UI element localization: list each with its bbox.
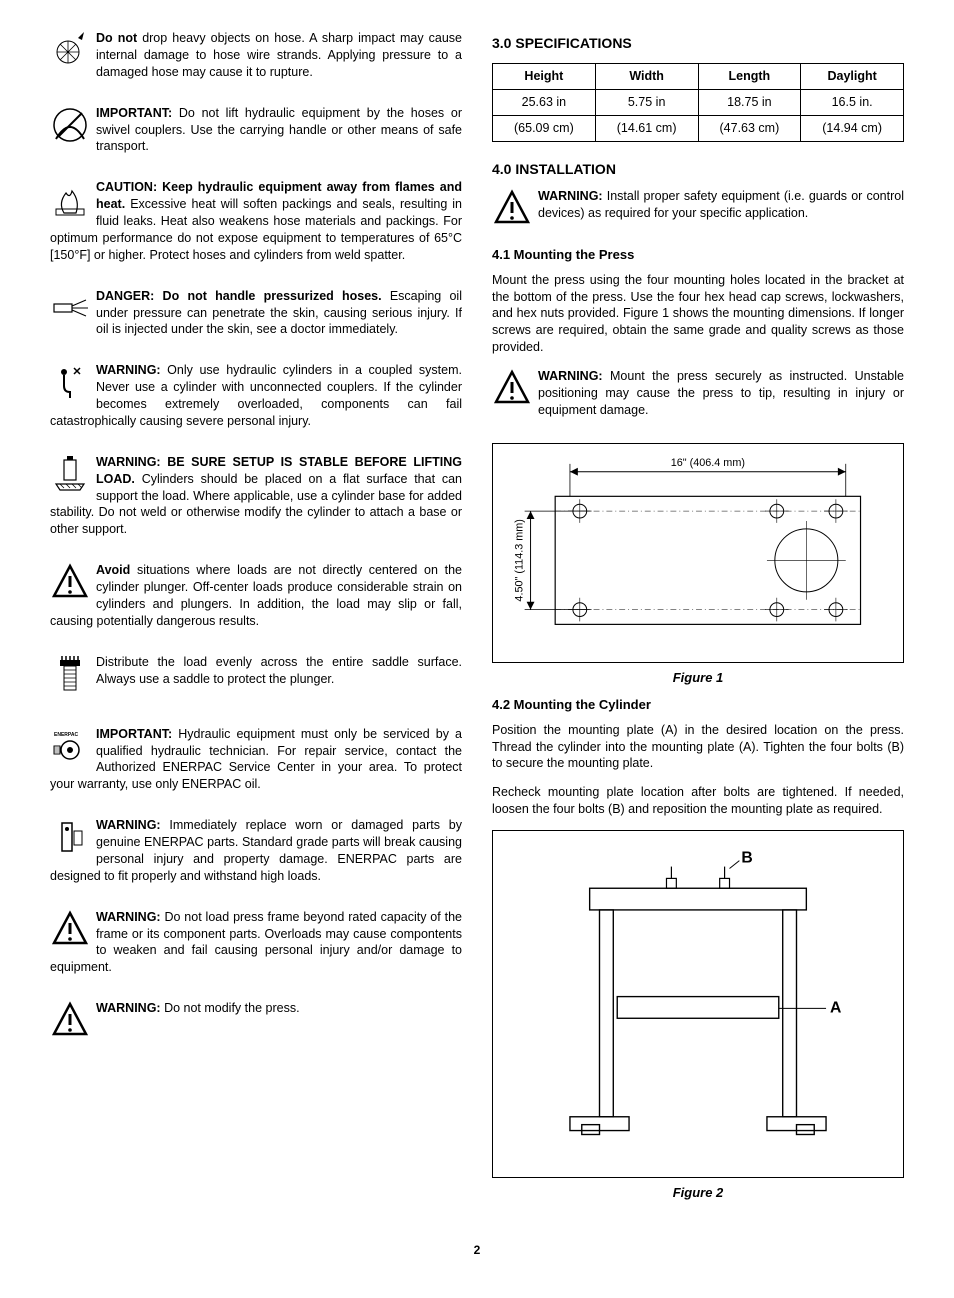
body: Do not modify the press. [164,1001,299,1015]
dim-left: 4.50" (114.3 mm) [514,519,526,601]
parts-icon [50,817,90,857]
table-row: 25.63 in 5.75 in 18.75 in 16.5 in. [493,89,904,115]
lead: WARNING: [538,369,610,383]
warning-mount-secure: WARNING: Mount the press securely as ins… [492,368,904,431]
warning-stable: WARNING: BE SURE SETUP IS STABLE BEFORE … [50,454,462,550]
section-mounting-press-title: 4.1 Mounting the Press [492,246,904,264]
coupler-icon [50,362,90,402]
col-length: Length [698,63,801,89]
table-row: (65.09 cm) (14.61 cm) (47.63 cm) (14.94 … [493,115,904,141]
lead: WARNING: [538,189,607,203]
section-mounting-cylinder-title: 4.2 Mounting the Cylinder [492,696,904,714]
right-column: 3.0 SPECIFICATIONS Height Width Length D… [492,30,904,1212]
warning-install-safety: WARNING: Install proper safety equipment… [492,188,904,234]
warning-overload: WARNING: Do not load press frame beyond … [50,909,462,989]
lead: Do not [96,31,142,45]
specifications-table: Height Width Length Daylight 25.63 in 5.… [492,63,904,142]
warning-replace-parts: WARNING: Immediately replace worn or dam… [50,817,462,897]
danger-pressurized: DANGER: Do not handle pressurized hoses.… [50,288,462,351]
figure-2-svg: B A [501,839,895,1164]
avoid-offcenter: Avoid situations where loads are not dir… [50,562,462,642]
enerpac-service-icon: ENERPAC [50,726,90,766]
distribute-load: Distribute the load evenly across the en… [50,654,462,714]
no-lift-hose-icon [50,105,90,145]
warning-modify: WARNING: Do not modify the press. [50,1000,462,1042]
caution-heat: CAUTION: Keep hydraulic equipment away f… [50,179,462,275]
flame-icon [50,179,90,219]
warning-triangle-icon [50,562,90,602]
section-installation-title: 4.0 INSTALLATION [492,160,904,179]
section-specifications-title: 3.0 SPECIFICATIONS [492,34,904,53]
mounting-press-text: Mount the press using the four mounting … [492,272,904,356]
saddle-icon [50,654,90,694]
figure-2-caption: Figure 2 [492,1184,904,1202]
two-column-layout: Do not drop heavy objects on hose. A sha… [50,30,904,1212]
body: Distribute the load evenly across the en… [96,655,462,686]
lead: DANGER: Do not handle pressurized hoses. [96,289,390,303]
body: drop heavy objects on hose. A sharp impa… [96,31,462,79]
lead: Avoid [96,563,137,577]
warning-triangle-icon [50,909,90,949]
dim-top: 16" (406.4 mm) [671,456,745,468]
warning-triangle-icon [492,188,532,228]
warning-coupled: WARNING: Only use hydraulic cylinders in… [50,362,462,442]
lead: IMPORTANT: [96,106,179,120]
svg-text:ENERPAC: ENERPAC [54,732,78,738]
warning-triangle-icon [50,1000,90,1040]
mounting-cylinder-text-a: Position the mounting plate (A) in the d… [492,722,904,773]
figure-1: 16" (406.4 mm) 4.50" (114.3 mm) [492,443,904,663]
hose-impact-icon [50,30,90,70]
table-header-row: Height Width Length Daylight [493,63,904,89]
col-daylight: Daylight [801,63,904,89]
mounting-cylinder-text-b: Recheck mounting plate location after bo… [492,784,904,818]
lead: WARNING: [96,363,167,377]
warning-drop-hose: Do not drop heavy objects on hose. A sha… [50,30,462,93]
lead: IMPORTANT: [96,727,178,741]
spray-icon [50,288,90,328]
stable-base-icon [50,454,90,494]
lead: WARNING: [96,818,169,832]
important-lift: IMPORTANT: Do not lift hydraulic equipme… [50,105,462,168]
col-width: Width [595,63,698,89]
figure-1-caption: Figure 1 [492,669,904,687]
lead: WARNING: [96,1001,164,1015]
col-height: Height [493,63,596,89]
label-b: B [741,850,752,867]
left-column: Do not drop heavy objects on hose. A sha… [50,30,462,1212]
lead: WARNING: [96,910,164,924]
label-a: A [830,999,841,1016]
figure-2: B A [492,830,904,1178]
important-service: ENERPAC IMPORTANT: Hydraulic equipment m… [50,726,462,806]
figure-1-svg: 16" (406.4 mm) 4.50" (114.3 mm) [501,452,895,649]
warning-triangle-icon [492,368,532,408]
page-number: 2 [50,1242,904,1258]
